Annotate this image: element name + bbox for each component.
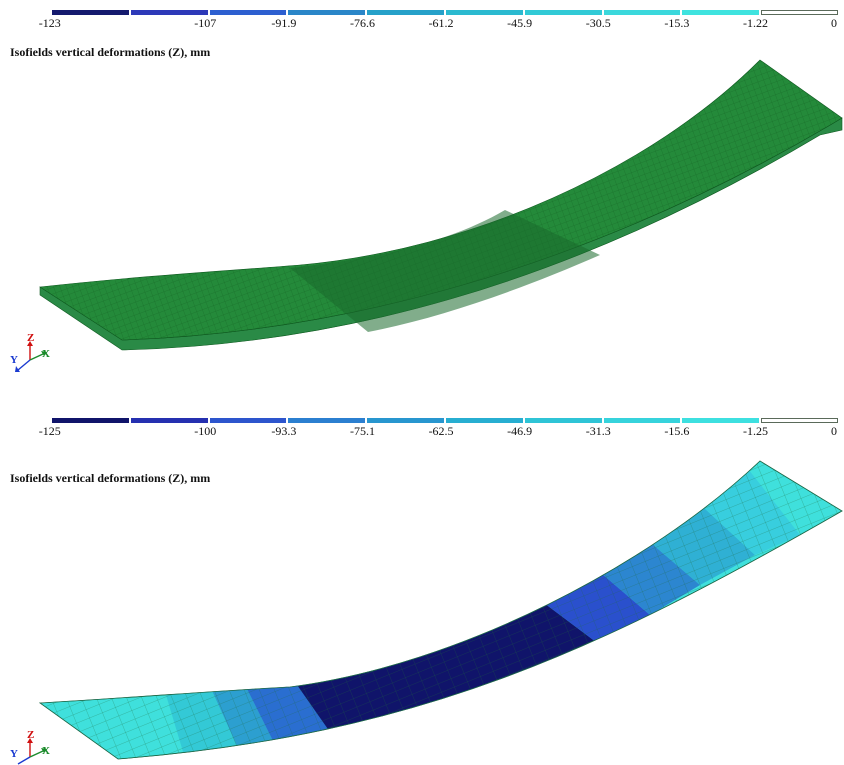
axis-triad: Z X Y xyxy=(10,729,50,765)
legend-tick-label: -93.3 xyxy=(271,424,297,438)
legend-swatch xyxy=(445,418,525,423)
legend-tick-label: -1.25 xyxy=(742,424,768,438)
legend-swatch xyxy=(367,10,446,15)
legend-tick-label: -125 xyxy=(38,424,61,438)
deformed-slab-view[interactable]: Z X Y xyxy=(0,385,844,765)
panel-top: -123 -107 -91.9 -76.6 -61.2 -45.9 -30.5 -15.3 -1… xyxy=(0,0,844,385)
x-axis-label: X xyxy=(42,745,50,757)
legend-swatch xyxy=(367,418,446,423)
z-axis-label: Z xyxy=(27,729,34,741)
deformed-slab-view[interactable]: Z X Y xyxy=(0,0,844,385)
legend-tick-label: -45.9 xyxy=(507,16,533,30)
legend-swatch xyxy=(524,418,604,423)
deformation-bands xyxy=(40,461,842,759)
legend-tick-label: -91.9 xyxy=(271,16,297,30)
legend-swatch xyxy=(524,10,604,15)
legend-tick-label: -123 xyxy=(38,16,61,30)
legend-swatch xyxy=(52,418,131,423)
legend-swatch xyxy=(209,418,289,423)
legend-swatch xyxy=(603,10,683,15)
panel-bottom: -125 -100 -93.3 -75.1 -62.5 -46.9 -31.3 -15.6 -1… xyxy=(0,385,844,765)
legend-tick-label: -62.5 xyxy=(428,424,454,438)
plot-title: Isofields vertical deformations (Z), mm xyxy=(10,45,211,59)
max-deflection-zone xyxy=(290,210,600,332)
legend-tick-label: -100 xyxy=(194,424,217,438)
legend-tick-label: -31.3 xyxy=(585,424,611,438)
legend-swatch xyxy=(682,418,762,423)
legend-swatch xyxy=(52,10,131,15)
legend-swatch xyxy=(761,418,838,423)
legend-tick-label: -76.6 xyxy=(349,16,375,30)
legend-swatch xyxy=(445,10,525,15)
x-axis-label: X xyxy=(42,348,50,360)
legend-tick-label: -15.6 xyxy=(664,424,690,438)
legend-tick-label: -1.22 xyxy=(742,16,768,30)
z-axis-label: Z xyxy=(27,332,34,344)
y-axis-label: Y xyxy=(10,354,18,366)
legend-swatch xyxy=(288,418,368,423)
legend-swatch xyxy=(761,10,838,15)
legend-swatch xyxy=(130,10,210,15)
legend-tick-label: -30.5 xyxy=(585,16,611,30)
legend-tick-label: -46.9 xyxy=(507,424,533,438)
legend-tick-label: 0 xyxy=(831,424,837,438)
y-axis-label: Y xyxy=(10,748,18,760)
axis-triad: Z X Y xyxy=(10,332,50,372)
legend-swatch xyxy=(130,418,210,423)
legend-swatch xyxy=(209,10,289,15)
color-scale-bar xyxy=(52,418,838,423)
legend-swatch xyxy=(603,418,683,423)
color-scale-bar xyxy=(52,10,838,15)
plot-title: Isofields vertical deformations (Z), mm xyxy=(10,471,211,485)
legend-tick-label: -107 xyxy=(194,16,217,30)
legend-tick-label: -61.2 xyxy=(428,16,454,30)
legend-tick-label: -15.3 xyxy=(664,16,690,30)
legend-tick-label: -75.1 xyxy=(349,424,375,438)
legend-swatch xyxy=(288,10,368,15)
legend-swatch xyxy=(682,10,762,15)
legend-tick-label: 0 xyxy=(831,16,837,30)
